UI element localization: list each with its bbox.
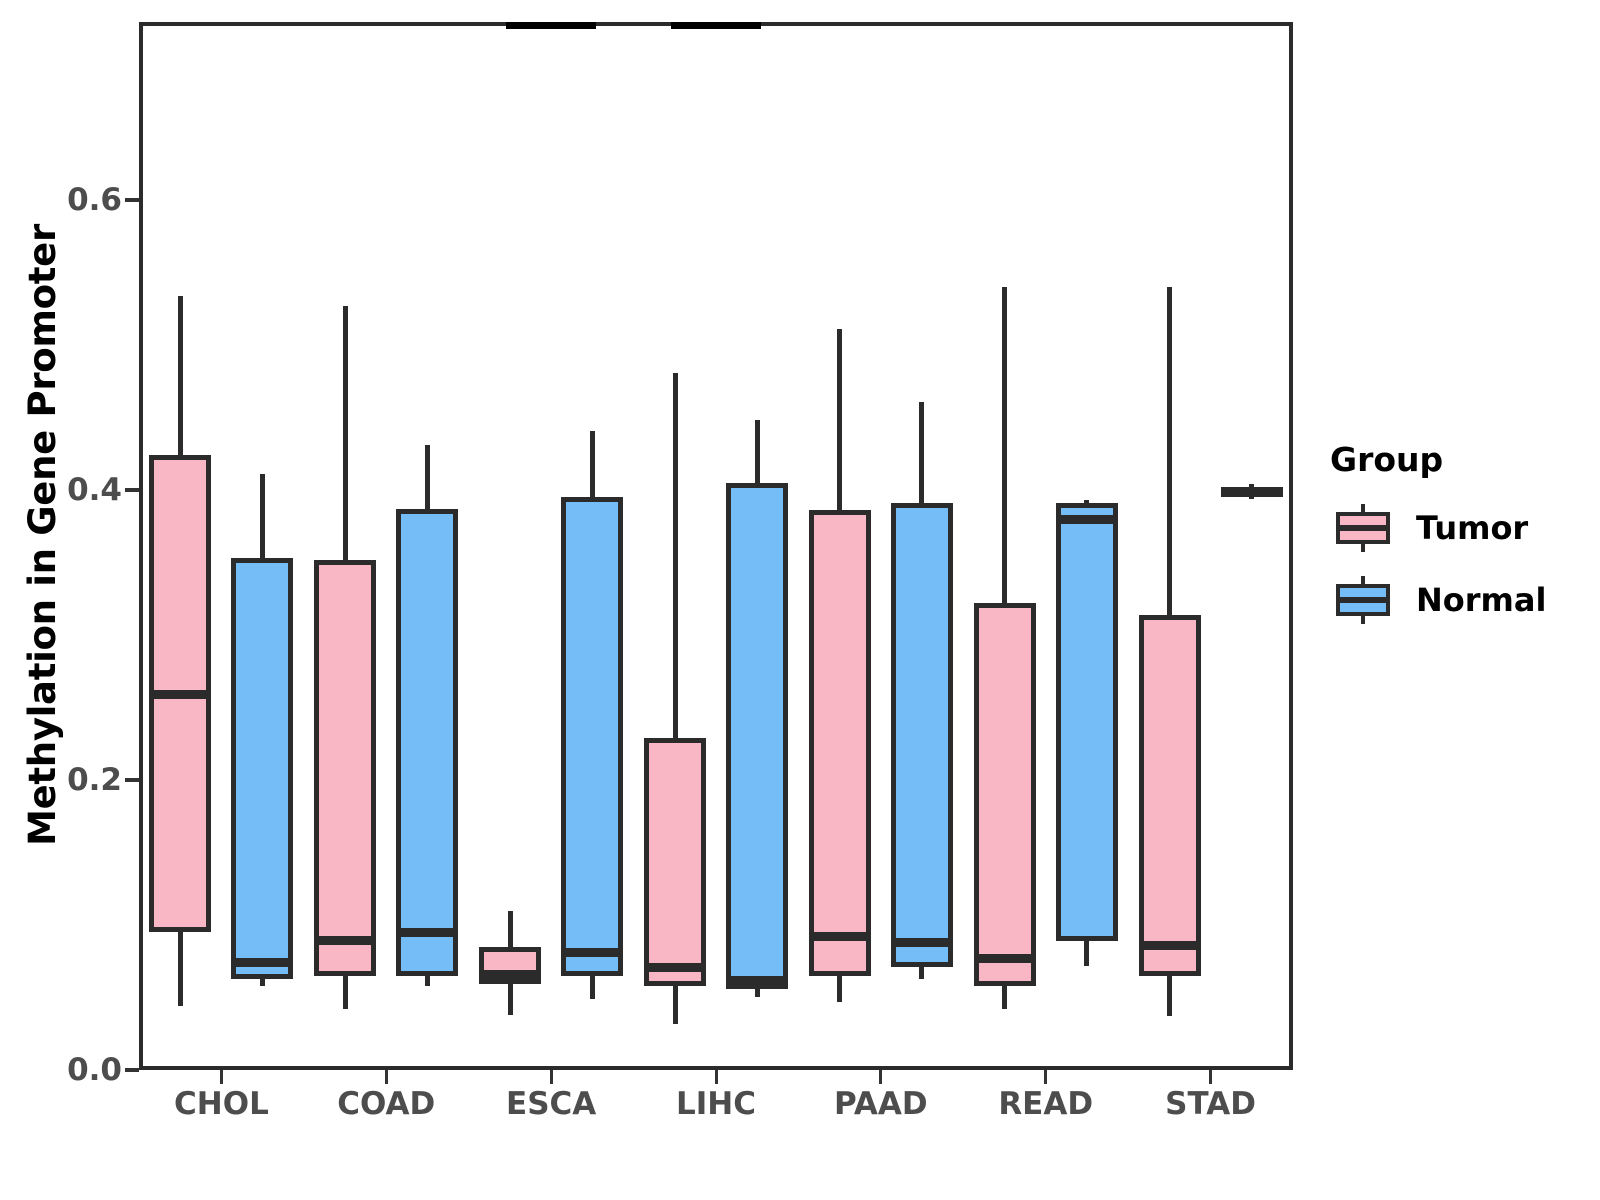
x-tick-mark (219, 1070, 223, 1084)
y-tick-label: 0.2 (67, 762, 122, 798)
y-tick-mark (125, 778, 139, 782)
y-tick-label: 0.6 (67, 182, 122, 218)
legend-key-tumor-icon (1330, 504, 1396, 552)
y-tick-label: 0.4 (67, 472, 122, 508)
x-tick-label-stad: STAD (1165, 1086, 1256, 1122)
y-tick-label: 0.0 (67, 1052, 122, 1088)
x-tick-label-lihc: LIHC (676, 1086, 756, 1122)
x-tick-mark (549, 1070, 553, 1084)
legend-title: Group (1330, 440, 1444, 479)
legend-key-normal-icon (1330, 576, 1396, 624)
y-tick-mark (125, 488, 139, 492)
legend-label-tumor: Tumor (1416, 509, 1529, 547)
x-tick-mark (1209, 1070, 1213, 1084)
x-tick-mark (879, 1070, 883, 1084)
x-tick-label-coad: COAD (337, 1086, 436, 1122)
significance-bar-esca (506, 21, 597, 29)
legend: Group Tumor Normal (1330, 440, 1590, 641)
x-tick-label-chol: CHOL (174, 1086, 269, 1122)
legend-item-tumor[interactable]: Tumor (1330, 497, 1590, 559)
significance-label-esca: * (541, 0, 562, 18)
y-tick-mark (125, 1068, 139, 1072)
x-tick-label-paad: PAAD (834, 1086, 928, 1122)
legend-label-normal: Normal (1416, 581, 1547, 619)
x-tick-mark (714, 1070, 718, 1084)
legend-item-normal[interactable]: Normal (1330, 569, 1590, 631)
significance-label-lihc: ** (695, 0, 737, 18)
y-tick-mark (125, 198, 139, 202)
y-axis-title: Methylation in Gene Promoter (20, 224, 64, 846)
x-tick-label-read: READ (998, 1086, 1094, 1122)
x-tick-mark (1044, 1070, 1048, 1084)
plot-panel (139, 22, 1293, 1070)
significance-bar-lihc (671, 21, 761, 29)
x-tick-mark (384, 1070, 388, 1084)
x-tick-label-esca: ESCA (506, 1086, 597, 1122)
